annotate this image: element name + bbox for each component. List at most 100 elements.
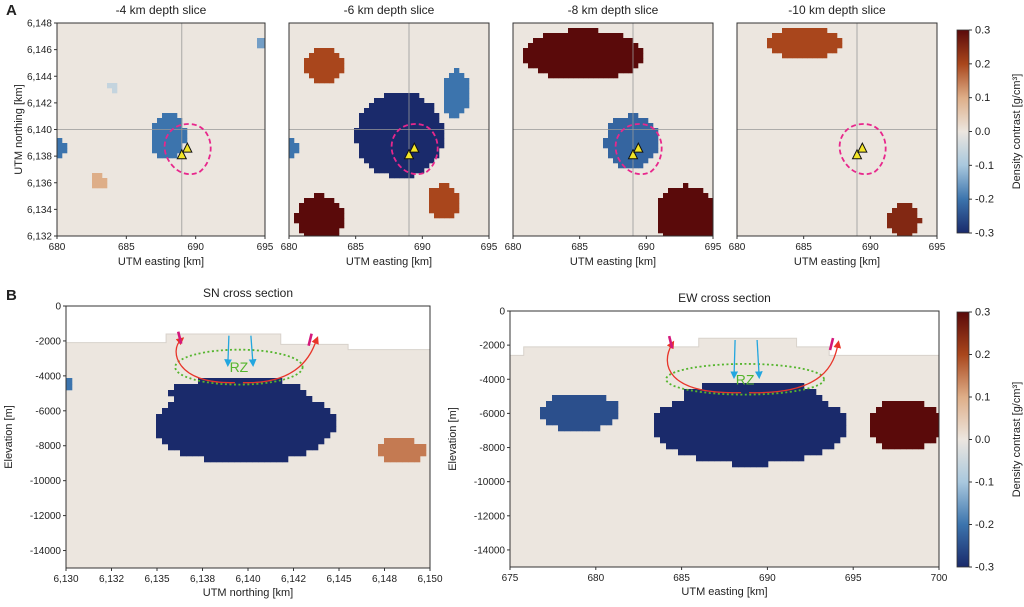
density-cell bbox=[449, 108, 455, 114]
density-cell bbox=[612, 407, 619, 414]
density-cell bbox=[568, 33, 574, 39]
density-cell bbox=[429, 188, 435, 194]
colorbar-tick-label: -0.2 bbox=[975, 194, 994, 206]
density-cell bbox=[329, 203, 335, 209]
density-cell bbox=[384, 108, 390, 114]
density-cell bbox=[786, 419, 793, 426]
density-cell bbox=[812, 48, 818, 54]
density-cell bbox=[882, 431, 889, 438]
density-cell bbox=[558, 413, 565, 420]
density-cell bbox=[299, 203, 305, 209]
density-cell bbox=[907, 218, 913, 224]
density-cell bbox=[744, 455, 751, 462]
density-cell bbox=[894, 443, 901, 450]
density-cell bbox=[389, 153, 395, 159]
density-cell bbox=[588, 73, 594, 79]
density-cell bbox=[314, 228, 320, 234]
density-cell bbox=[359, 123, 365, 129]
density-cell bbox=[802, 48, 808, 54]
density-cell bbox=[394, 128, 400, 134]
density-cell bbox=[389, 93, 395, 99]
density-cell bbox=[198, 402, 205, 409]
density-cell bbox=[543, 63, 549, 69]
density-cell bbox=[774, 449, 781, 456]
density-cell bbox=[683, 203, 689, 209]
density-cell bbox=[459, 73, 465, 79]
density-cell bbox=[673, 228, 679, 234]
density-cell bbox=[618, 133, 624, 139]
density-cell bbox=[774, 425, 781, 432]
density-cell bbox=[329, 213, 335, 219]
density-cell bbox=[663, 228, 669, 234]
density-cell bbox=[92, 178, 98, 184]
density-cell bbox=[593, 73, 599, 79]
density-cell bbox=[319, 78, 325, 84]
colorbar-label: Density contrast [g/cm³] bbox=[1011, 382, 1023, 498]
density-cell bbox=[102, 178, 108, 184]
density-cell bbox=[906, 401, 913, 408]
density-cell bbox=[618, 143, 624, 149]
density-cell bbox=[578, 38, 584, 44]
density-cell bbox=[548, 68, 554, 74]
density-cell bbox=[408, 450, 415, 457]
density-cell bbox=[678, 425, 685, 432]
density-cell bbox=[786, 431, 793, 438]
density-cell bbox=[563, 33, 569, 39]
x-tick-label: 6,140 bbox=[235, 574, 260, 585]
density-cell bbox=[454, 78, 460, 84]
colorbar-ramp bbox=[956, 311, 970, 568]
density-cell bbox=[240, 402, 247, 409]
density-cell bbox=[374, 103, 380, 109]
density-cell bbox=[708, 437, 715, 444]
density-cell bbox=[613, 158, 619, 164]
density-cell bbox=[204, 426, 211, 433]
density-cell bbox=[288, 408, 295, 415]
density-cell bbox=[924, 437, 931, 444]
density-cell bbox=[668, 208, 674, 214]
density-cell bbox=[876, 437, 883, 444]
volcano-triangle-icon bbox=[403, 148, 415, 160]
density-cell bbox=[792, 43, 798, 49]
density-cell bbox=[744, 389, 751, 396]
density-cell bbox=[414, 450, 421, 457]
density-cell bbox=[653, 138, 659, 144]
density-cell bbox=[419, 143, 425, 149]
volcano-triangle-icon bbox=[182, 142, 193, 153]
density-cell bbox=[186, 396, 193, 403]
density-cell bbox=[152, 128, 158, 134]
density-cell bbox=[334, 213, 340, 219]
density-cell bbox=[696, 425, 703, 432]
y-tick-label: 0 bbox=[499, 307, 505, 318]
density-cell bbox=[702, 431, 709, 438]
density-cell bbox=[192, 408, 199, 415]
density-cell bbox=[324, 208, 330, 214]
x-tick-label: 685 bbox=[673, 573, 690, 584]
density-cell bbox=[810, 431, 817, 438]
density-cell bbox=[234, 390, 241, 397]
density-cell bbox=[309, 223, 315, 229]
density-cell bbox=[379, 148, 385, 154]
density-cell bbox=[240, 408, 247, 415]
density-cell bbox=[374, 113, 380, 119]
density-cell bbox=[264, 444, 271, 451]
density-cell bbox=[777, 48, 783, 54]
density-cell bbox=[399, 173, 405, 179]
density-cell bbox=[389, 133, 395, 139]
density-cell bbox=[633, 48, 639, 54]
density-cell bbox=[618, 38, 624, 44]
density-cell bbox=[300, 438, 307, 445]
density-cell bbox=[258, 414, 265, 421]
density-cell bbox=[399, 158, 405, 164]
density-cell bbox=[786, 455, 793, 462]
density-cell bbox=[588, 419, 595, 426]
density-cell bbox=[168, 420, 175, 427]
density-cell bbox=[658, 213, 664, 219]
density-cell bbox=[563, 48, 569, 54]
density-cells bbox=[540, 383, 940, 468]
density-cell bbox=[678, 431, 685, 438]
density-cell bbox=[374, 153, 380, 159]
density-cell bbox=[892, 213, 898, 219]
density-cell bbox=[738, 461, 745, 468]
density-cell bbox=[228, 414, 235, 421]
density-cell bbox=[768, 407, 775, 414]
